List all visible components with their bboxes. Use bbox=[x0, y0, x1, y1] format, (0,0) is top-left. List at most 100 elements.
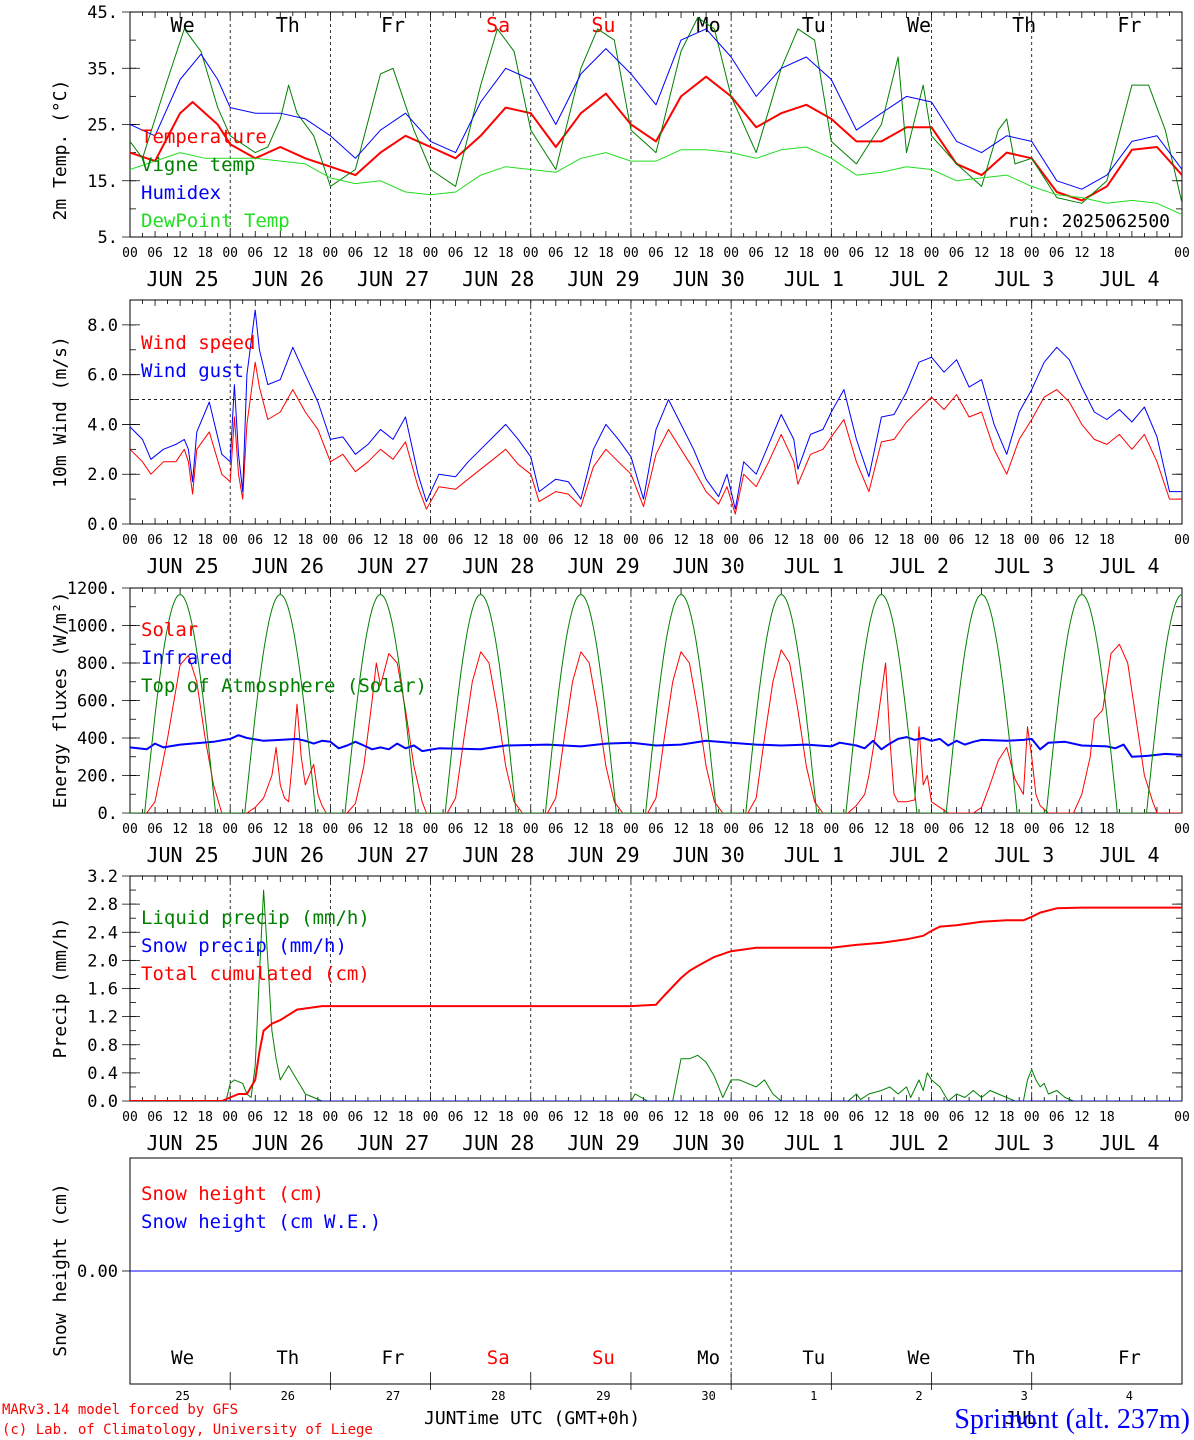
date-label: JUN 29 bbox=[567, 1131, 639, 1155]
y-axis-label: Snow height (cm) bbox=[50, 1183, 71, 1356]
hour-tick-label: 12 bbox=[473, 246, 489, 261]
legend-wind-speed: Wind speed bbox=[141, 332, 255, 354]
hour-tick-label: 18 bbox=[197, 1110, 213, 1125]
legend-humidex: Humidex bbox=[141, 182, 221, 204]
hour-tick-label: 06 bbox=[748, 1110, 764, 1125]
hour-tick-label: 12 bbox=[874, 533, 890, 548]
day-number-label: 4 bbox=[1126, 1389, 1133, 1403]
panel-snow: 0.00 Snow height (cm) Snow height (cm) Snow… bbox=[50, 1157, 1183, 1403]
y-tick-label: 25. bbox=[87, 116, 118, 136]
day-number-label: 3 bbox=[1021, 1389, 1028, 1403]
date-label: JUN 27 bbox=[357, 267, 429, 291]
y-tick-label: 0.8 bbox=[87, 1036, 118, 1056]
hour-tick-label: 06 bbox=[448, 822, 464, 837]
hour-tick-label: 00 bbox=[523, 246, 539, 261]
weekday-label: Fr bbox=[382, 1347, 405, 1369]
hour-tick-label: 06 bbox=[147, 246, 163, 261]
hour-tick-label: 00 bbox=[1174, 822, 1190, 837]
hour-tick-label: 00 bbox=[222, 246, 238, 261]
hour-tick-label: 12 bbox=[673, 822, 689, 837]
y-tick-label: 2.0 bbox=[87, 465, 118, 485]
date-label: JUL 1 bbox=[784, 843, 844, 867]
y-tick-label: 45. bbox=[87, 3, 118, 23]
series-line-liquid-precip-mm-h bbox=[130, 889, 1182, 1101]
series-group bbox=[130, 594, 1182, 813]
hour-tick-label: 06 bbox=[949, 246, 965, 261]
weekday-label: Fr bbox=[381, 13, 405, 37]
date-label: JUL 2 bbox=[889, 554, 949, 578]
hour-tick-label: 12 bbox=[172, 1110, 188, 1125]
date-label: JUN 28 bbox=[462, 843, 534, 867]
hour-tick-label: 12 bbox=[272, 822, 288, 837]
hour-tick-label: 18 bbox=[798, 533, 814, 548]
plot-frame bbox=[129, 11, 1183, 238]
hour-tick-label: 00 bbox=[924, 822, 940, 837]
hour-tick-label: 06 bbox=[849, 822, 865, 837]
day-number-label: 28 bbox=[491, 1389, 505, 1403]
hour-tick-label: 12 bbox=[272, 1110, 288, 1125]
date-label: JUN 28 bbox=[462, 1131, 534, 1155]
weekday-label: Tu bbox=[802, 1347, 825, 1369]
x-axis-label: Time UTC (GMT+0h) bbox=[456, 1408, 640, 1429]
hour-tick-label: 18 bbox=[498, 1110, 514, 1125]
hour-tick-label: 06 bbox=[548, 533, 564, 548]
hour-tick-label: 12 bbox=[1074, 1110, 1090, 1125]
y-tick-label: 0. bbox=[98, 804, 118, 824]
hour-tick-label: 00 bbox=[423, 822, 439, 837]
legend-infrared: Infrared bbox=[141, 647, 233, 669]
weekday-label: Su bbox=[591, 13, 615, 37]
date-label: JUN 30 bbox=[672, 554, 744, 578]
legend-snow-precip-mm-h: Snow precip (mm/h) bbox=[141, 935, 347, 957]
hour-tick-label: 06 bbox=[247, 246, 263, 261]
hour-tick-label: 12 bbox=[773, 246, 789, 261]
hour-tick-label: 18 bbox=[498, 246, 514, 261]
date-label: JUN 26 bbox=[252, 843, 324, 867]
hour-tick-label: 18 bbox=[1099, 822, 1115, 837]
date-label: JUL 3 bbox=[994, 1131, 1054, 1155]
weekday-label: Th bbox=[276, 13, 300, 37]
hour-tick-label: 12 bbox=[272, 533, 288, 548]
y-tick-label: 0.00 bbox=[77, 1262, 118, 1282]
y-axis-label: 2m Temp. (°C) bbox=[50, 80, 71, 221]
hour-tick-label: 18 bbox=[999, 1110, 1015, 1125]
date-label: JUN 26 bbox=[252, 267, 324, 291]
hour-tick-label: 06 bbox=[1049, 533, 1065, 548]
hour-tick-label: 12 bbox=[874, 246, 890, 261]
hour-tick-label: 12 bbox=[874, 1110, 890, 1125]
date-label: JUN 28 bbox=[462, 267, 534, 291]
hour-tick-label: 06 bbox=[548, 1110, 564, 1125]
hour-tick-label: 00 bbox=[122, 533, 138, 548]
hour-tick-label: 12 bbox=[974, 822, 990, 837]
hour-tick-label: 06 bbox=[849, 246, 865, 261]
hour-tick-label: 00 bbox=[1024, 246, 1040, 261]
panel-energy: 0. 200. 400. 600. 800. 1000. 1200.Energy fluxe… bbox=[50, 579, 1190, 867]
hour-tick-label: 12 bbox=[773, 1110, 789, 1125]
footer: MARv3.14 model forced by GFS (c) Lab. of… bbox=[2, 1402, 1190, 1438]
hour-tick-label: 12 bbox=[1074, 533, 1090, 548]
hour-tick-label: 00 bbox=[723, 246, 739, 261]
hour-tick-label: 12 bbox=[573, 246, 589, 261]
y-tick-label: 2.8 bbox=[87, 895, 118, 915]
hour-tick-label: 06 bbox=[448, 246, 464, 261]
hour-tick-label: 12 bbox=[172, 246, 188, 261]
date-label: JUL 4 bbox=[1099, 267, 1159, 291]
series-group bbox=[130, 309, 1182, 515]
day-number-label: 27 bbox=[386, 1389, 400, 1403]
hour-tick-label: 00 bbox=[924, 1110, 940, 1125]
hour-tick-label: 12 bbox=[974, 246, 990, 261]
hour-tick-label: 12 bbox=[473, 533, 489, 548]
date-label: JUL 2 bbox=[889, 1131, 949, 1155]
hour-tick-label: 06 bbox=[1049, 822, 1065, 837]
hour-tick-label: 00 bbox=[122, 246, 138, 261]
hour-tick-label: 18 bbox=[298, 533, 314, 548]
hour-tick-label: 00 bbox=[824, 246, 840, 261]
hour-tick-label: 00 bbox=[423, 246, 439, 261]
hour-tick-label: 00 bbox=[924, 246, 940, 261]
y-tick-label: 1.6 bbox=[87, 980, 118, 1000]
hour-tick-label: 00 bbox=[423, 1110, 439, 1125]
y-tick-label: 35. bbox=[87, 59, 118, 79]
y-tick-label: 5. bbox=[98, 228, 118, 248]
weekday-label: Th bbox=[276, 1347, 299, 1369]
legend-dewpoint-temp: DewPoint Temp bbox=[141, 210, 290, 232]
